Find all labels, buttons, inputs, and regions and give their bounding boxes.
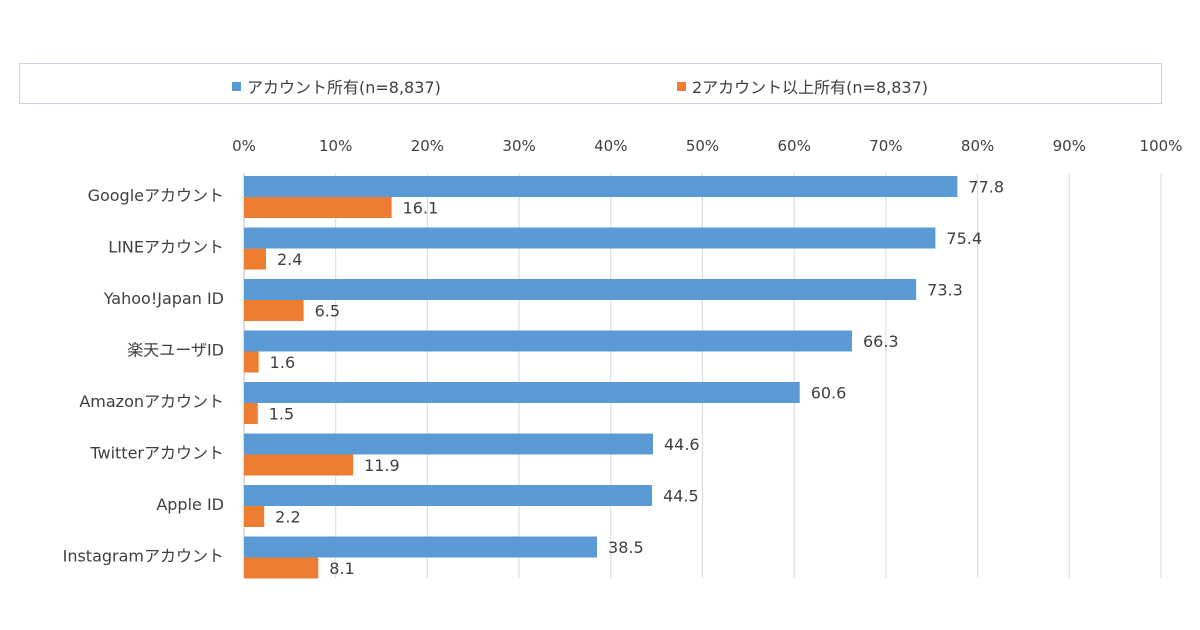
legend-label-account: アカウント所有(n=8,837) — [247, 78, 441, 97]
bar-account — [244, 176, 958, 197]
bar-multi-account — [244, 248, 267, 270]
data-label: 1.6 — [270, 353, 295, 372]
x-tick-label: 0% — [232, 137, 256, 155]
category-label: Apple ID — [156, 495, 224, 514]
x-tick-label: 50% — [686, 137, 719, 155]
x-tick-label: 70% — [869, 137, 902, 155]
data-label: 6.5 — [315, 302, 340, 321]
legend: アカウント所有(n=8,837) 2アカウント以上所有(n=8,837) — [19, 63, 1162, 104]
bar-multi-account — [244, 454, 354, 476]
bar-multi-account — [244, 557, 319, 579]
bar-account — [244, 330, 852, 352]
data-label: 66.3 — [863, 332, 899, 351]
bar-account — [244, 536, 598, 558]
x-tick-label: 10% — [319, 137, 352, 155]
data-label: 2.2 — [275, 508, 300, 527]
data-label: 44.6 — [664, 435, 700, 454]
bar-multi-account — [244, 300, 304, 321]
category-label: 楽天ユーザID — [127, 341, 224, 360]
category-label: Googleアカウント — [88, 186, 224, 205]
data-label: 2.4 — [277, 250, 302, 269]
bar-multi-account — [244, 197, 392, 218]
data-label: 1.5 — [269, 405, 294, 424]
data-label: 77.8 — [968, 178, 1004, 197]
bar-account — [244, 382, 800, 403]
category-label: Instagramアカウント — [63, 547, 224, 566]
legend-item-account: アカウント所有(n=8,837) — [232, 74, 441, 98]
legend-swatch-account — [232, 81, 241, 91]
data-label: 44.5 — [663, 487, 699, 506]
category-label: Amazonアカウント — [79, 392, 224, 411]
data-labels: 77.8 16.1 75.4 2.4 73.3 6.5 66.3 1.6 60.6 1.5 44.6… — [269, 178, 1004, 579]
x-axis-ticks: 0% 10% 20% 30% 40% 50% 60% 70% 80% 90% 100% — [232, 137, 1182, 155]
bar-account — [244, 227, 936, 249]
bar-multi-account — [244, 403, 258, 424]
x-tick-label: 40% — [594, 137, 627, 155]
x-tick-label: 90% — [1053, 137, 1086, 155]
category-label: Yahoo!Japan ID — [103, 289, 224, 308]
data-label: 11.9 — [364, 456, 400, 475]
bar-account — [244, 279, 917, 300]
legend-label-multi-account: 2アカウント以上所有(n=8,837) — [692, 78, 929, 97]
x-tick-label: 20% — [411, 137, 444, 155]
bar-multi-account — [244, 506, 265, 527]
x-tick-label: 100% — [1140, 137, 1183, 155]
data-label: 8.1 — [329, 559, 354, 578]
data-label: 38.5 — [608, 538, 644, 557]
data-label: 16.1 — [403, 199, 439, 218]
x-tick-label: 60% — [778, 137, 811, 155]
bar-account — [244, 485, 653, 506]
x-tick-label: 80% — [961, 137, 994, 155]
data-label: 60.6 — [811, 384, 847, 403]
data-label: 75.4 — [946, 229, 982, 248]
legend-item-multi-account: 2アカウント以上所有(n=8,837) — [677, 74, 928, 98]
bar-multi-account — [244, 351, 259, 373]
x-tick-label: 30% — [502, 137, 535, 155]
bars — [244, 176, 958, 579]
category-labels: Googleアカウント LINEアカウント Yahoo!Japan ID 楽天ユーザI… — [63, 186, 224, 566]
category-label: Twitterアカウント — [89, 444, 224, 463]
bar-account — [244, 433, 653, 455]
legend-swatch-multi-account — [677, 81, 686, 91]
category-label: LINEアカウント — [108, 238, 224, 257]
data-label: 73.3 — [927, 281, 963, 300]
